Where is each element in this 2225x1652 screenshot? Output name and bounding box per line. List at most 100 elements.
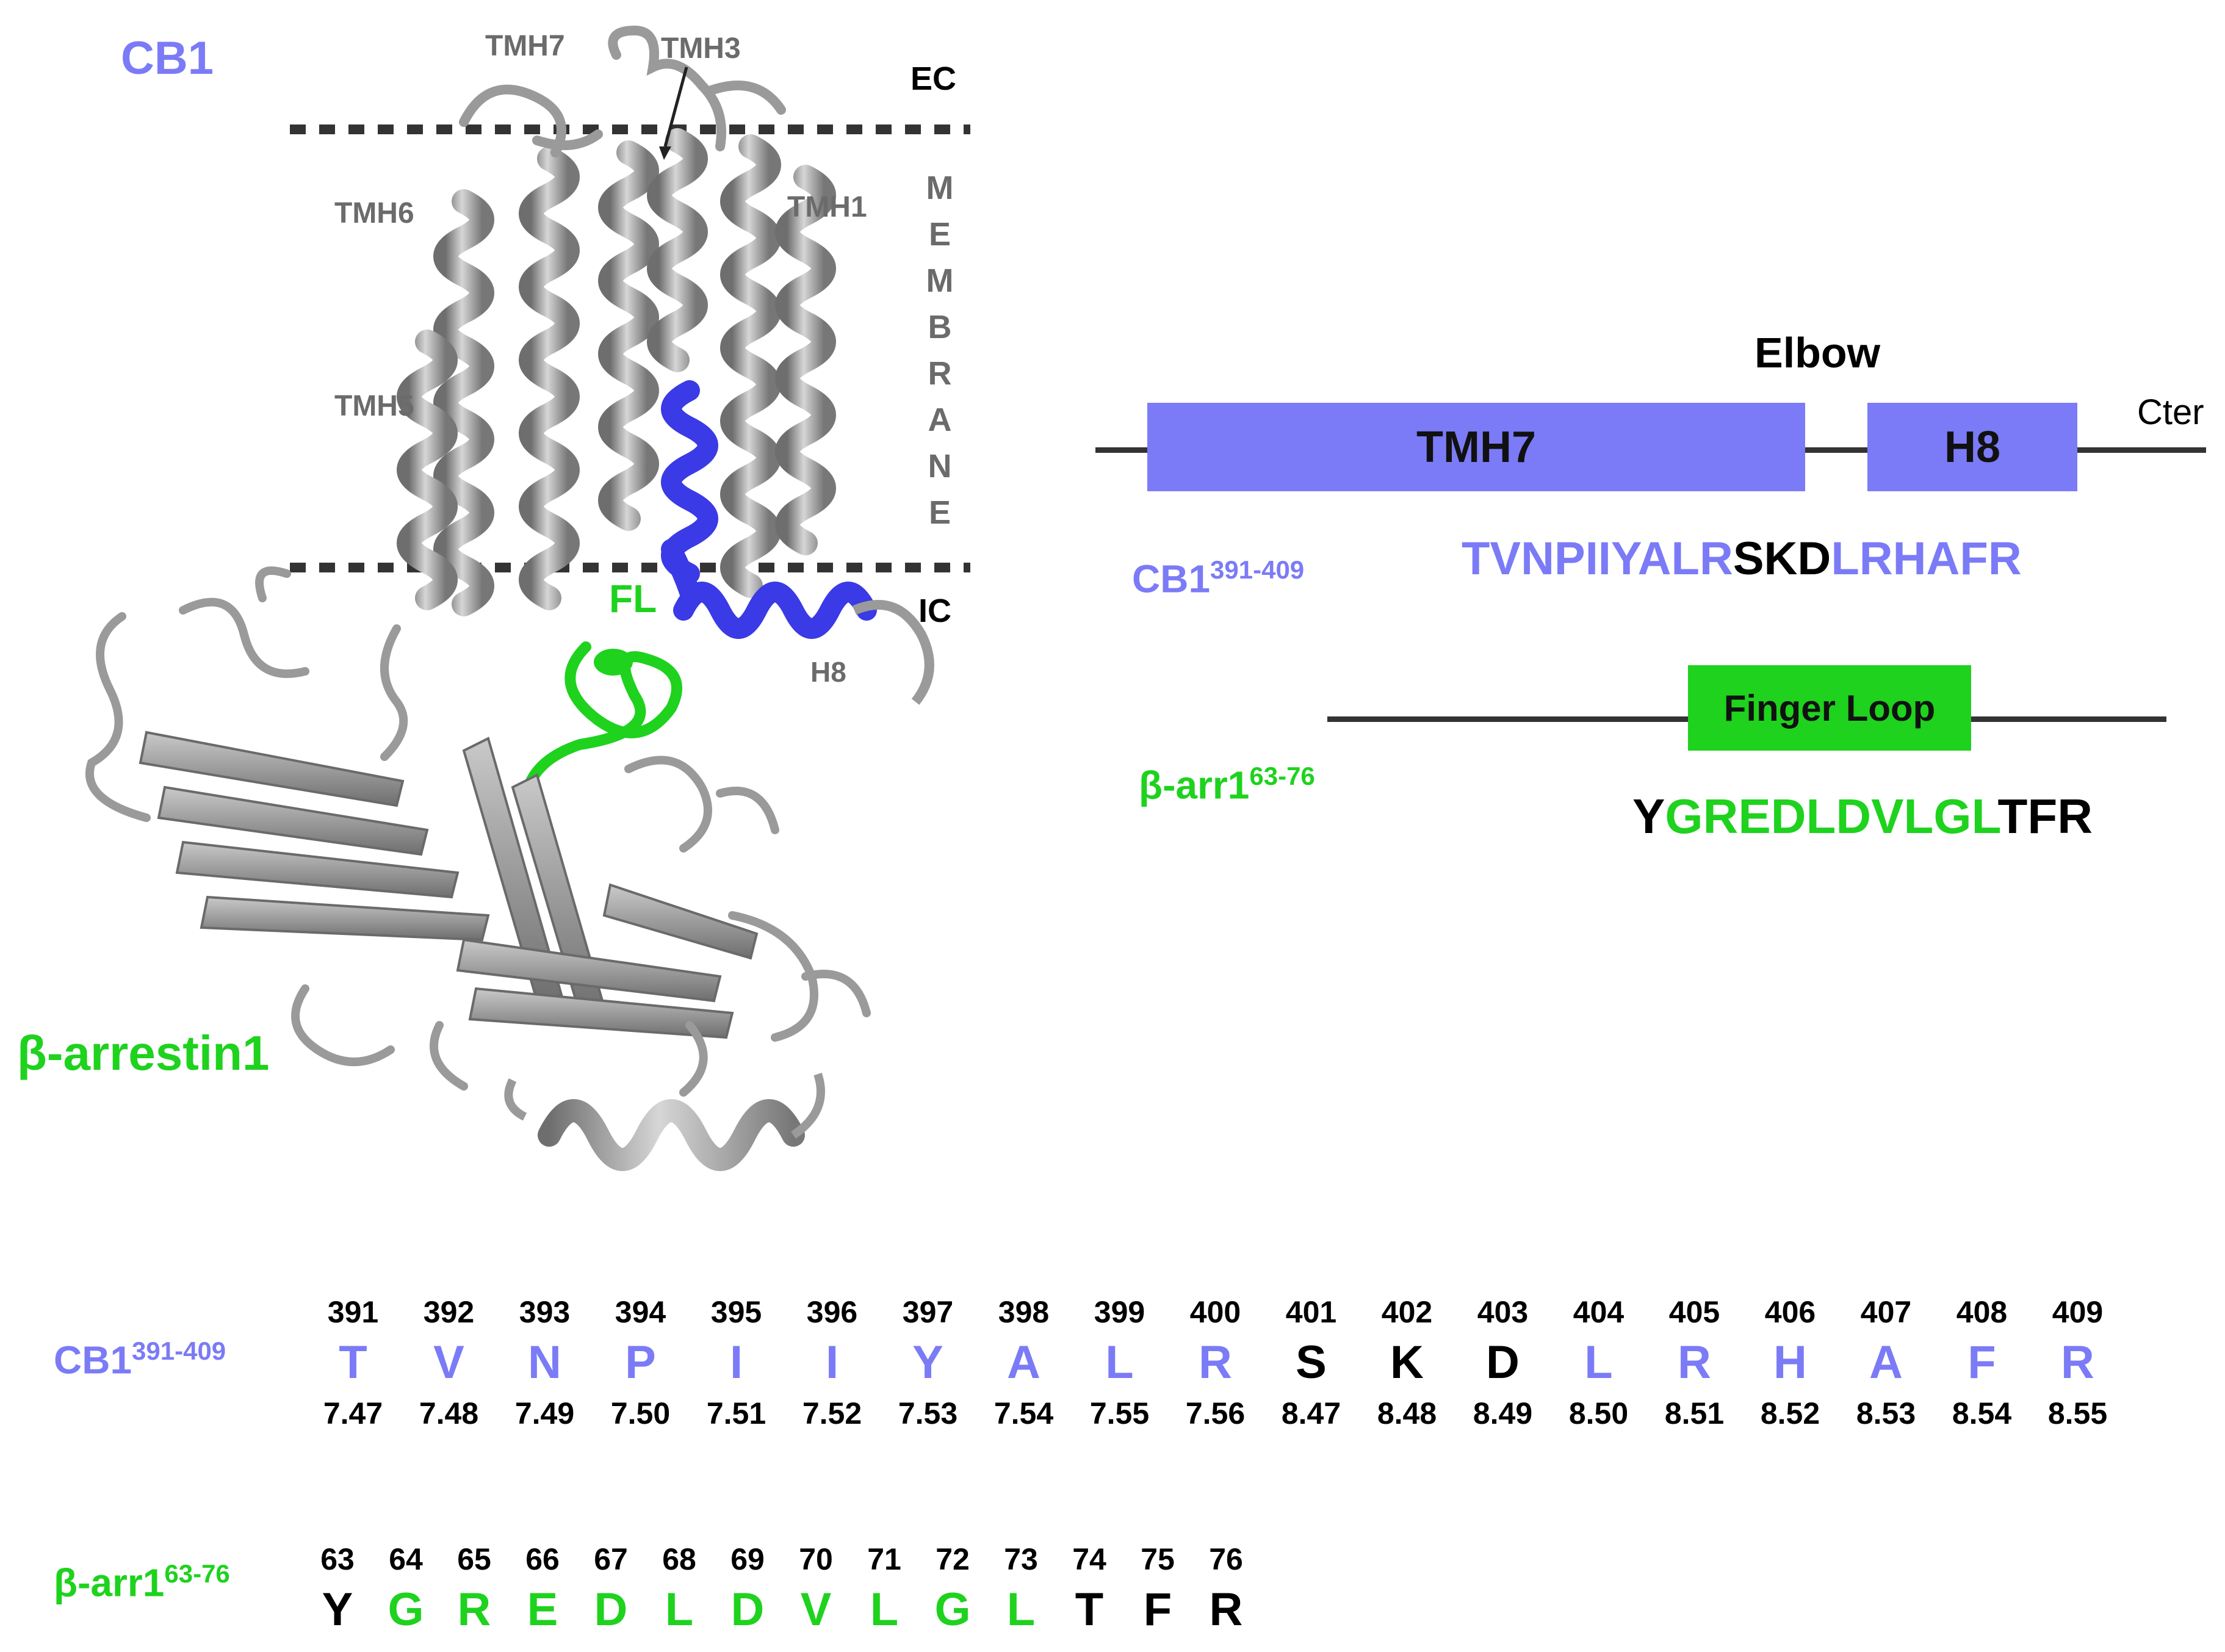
cb1-residue-number: 398 xyxy=(998,1295,1050,1329)
cb1-residue-403: 403 D 8.49 xyxy=(1455,1291,1551,1435)
cb1-residue-letter: F xyxy=(1967,1336,1996,1388)
arrestin-residue-table: 63 Y 64 G 65 R 66 E 67 D 68 L 69 D 70 V 71 L 72 G 73 L 74 T 75 F 7… xyxy=(303,1538,1260,1639)
cb1-residue-number: 409 xyxy=(2052,1295,2104,1329)
cb1-residue-395: 395 I 7.51 xyxy=(688,1291,784,1435)
cb1-residue-number: 393 xyxy=(519,1295,571,1329)
tmh6-label: TMH6 xyxy=(334,197,414,229)
arr-residue-75: 75 F xyxy=(1123,1538,1192,1639)
ec-label: EC xyxy=(911,60,957,97)
cb1-residue-number: 402 xyxy=(1381,1295,1433,1329)
cb1-structure-label: CB1 xyxy=(121,32,214,84)
arr-residue-letter: L xyxy=(870,1584,899,1636)
arr-residue-69: 69 D xyxy=(713,1538,782,1639)
finger-loop-domain-box: Finger Loop xyxy=(1688,665,1971,751)
cb1-ballesteros-number: 8.48 xyxy=(1377,1396,1437,1430)
arr-residue-71: 71 L xyxy=(850,1538,918,1639)
cb1-ballesteros-number: 7.50 xyxy=(610,1396,671,1430)
arr-residue-letter: Y xyxy=(322,1584,353,1636)
arr-residue-67: 67 D xyxy=(577,1538,645,1639)
cb1-residue-number: 391 xyxy=(327,1295,379,1329)
cb1-residue-letter: R xyxy=(2061,1336,2094,1388)
cb1-residue-letter: R xyxy=(1199,1336,1232,1388)
arr-residue-66: 66 E xyxy=(508,1538,577,1639)
finger-loop-highlight xyxy=(525,641,682,787)
arrestin-map-sequence: YGREDLDVLGLTFR xyxy=(1632,789,2093,843)
cb1-residue-letter: Y xyxy=(912,1336,943,1388)
arr-residue-letter: F xyxy=(1143,1584,1172,1636)
arr-residue-letter: L xyxy=(665,1584,694,1636)
arr-residue-74: 74 T xyxy=(1055,1538,1123,1639)
cb1-residue-number: 406 xyxy=(1764,1295,1816,1329)
h8-c-tail xyxy=(852,600,934,705)
tmh7-label: TMH7 xyxy=(485,30,565,62)
arr-residue-letter: T xyxy=(1075,1584,1104,1636)
extracellular-loops xyxy=(459,25,786,157)
arr-residue-64: 64 G xyxy=(372,1538,440,1639)
arr-residue-number: 71 xyxy=(867,1542,901,1576)
cb1-table-name: CB1391-409 xyxy=(54,1336,226,1382)
arr-residue-letter: V xyxy=(800,1584,832,1636)
arr-residue-76: 76 R xyxy=(1192,1538,1260,1639)
tmh7-domain-box: TMH7 xyxy=(1147,403,1805,491)
arrestin-map-name: β-arr163-76 xyxy=(1139,762,1315,807)
h8-domain-box: H8 xyxy=(1867,403,2077,491)
cb1-residue-401: 401 S 8.47 xyxy=(1263,1291,1359,1435)
cb1-ballesteros-number: 8.53 xyxy=(1856,1396,1916,1430)
cb1-ballesteros-number: 7.55 xyxy=(1089,1396,1150,1430)
arr-residue-number: 65 xyxy=(457,1542,491,1576)
cb1-residue-letter: R xyxy=(1678,1336,1711,1388)
elbow-label: Elbow xyxy=(1754,329,1881,377)
cb1-residue-399: 399 L 7.55 xyxy=(1072,1291,1167,1435)
cb1-residue-letter: H xyxy=(1773,1336,1807,1388)
arr-residue-73: 73 L xyxy=(987,1538,1055,1639)
arr-residue-number: 72 xyxy=(936,1542,970,1576)
cb1-residue-letter: V xyxy=(433,1336,464,1388)
tm-helix-bundle xyxy=(397,128,836,616)
cb1-residue-407: 407 A 8.53 xyxy=(1838,1291,1934,1435)
cb1-residue-letter: A xyxy=(1007,1336,1040,1388)
membrane-vertical-label: M E M B R A N E xyxy=(926,170,954,531)
arr-residue-number: 76 xyxy=(1209,1542,1243,1576)
cter-label: Cter xyxy=(2137,392,2204,432)
cb1-residue-letter: L xyxy=(1105,1336,1134,1388)
arr-residue-number: 75 xyxy=(1141,1542,1175,1576)
arr-residue-number: 70 xyxy=(799,1542,833,1576)
cb1-residue-404: 404 L 8.50 xyxy=(1551,1291,1646,1435)
cb1-residue-402: 402 K 8.48 xyxy=(1359,1291,1455,1435)
cb1-residue-409: 409 R 8.55 xyxy=(2030,1291,2126,1435)
arr-residue-letter: G xyxy=(934,1584,971,1636)
cb1-residue-number: 395 xyxy=(710,1295,762,1329)
cb1-ballesteros-number: 8.47 xyxy=(1281,1396,1341,1430)
cb1-residue-393: 393 N 7.49 xyxy=(497,1291,593,1435)
cb1-ballesteros-number: 7.52 xyxy=(802,1396,862,1430)
cb1-residue-number: 397 xyxy=(902,1295,954,1329)
cb1-residue-397: 397 Y 7.53 xyxy=(880,1291,976,1435)
cb1-residue-number: 392 xyxy=(423,1295,475,1329)
arr-residue-number: 64 xyxy=(389,1542,423,1576)
cb1-residue-number: 399 xyxy=(1094,1295,1145,1329)
arr-residue-65: 65 R xyxy=(440,1538,508,1639)
arr-residue-number: 74 xyxy=(1072,1542,1106,1576)
cb1-residue-letter: N xyxy=(528,1336,561,1388)
beta-arrestin-structure-label: β-arrestin1 xyxy=(17,1026,270,1080)
cb1-residue-number: 407 xyxy=(1860,1295,1912,1329)
cb1-residue-letter: S xyxy=(1296,1336,1327,1388)
arrestin-table-name: β-arr163-76 xyxy=(54,1559,230,1605)
cb1-residue-letter: I xyxy=(729,1336,743,1388)
cb1-residue-number: 394 xyxy=(615,1295,666,1329)
cb1-tmh7-h8-highlight xyxy=(661,380,877,639)
cb1-ballesteros-number: 7.48 xyxy=(419,1396,479,1430)
arr-residue-number: 66 xyxy=(525,1542,560,1576)
cb1-ballesteros-number: 7.56 xyxy=(1185,1396,1246,1430)
arr-residue-63: 63 Y xyxy=(303,1538,372,1639)
cb1-residue-letter: L xyxy=(1584,1336,1613,1388)
arr-residue-letter: R xyxy=(1209,1584,1243,1636)
arr-residue-number: 69 xyxy=(730,1542,765,1576)
arr-residue-number: 68 xyxy=(662,1542,696,1576)
arr-residue-68: 68 L xyxy=(645,1538,713,1639)
tmh5-label: TMH5 xyxy=(334,390,414,422)
finger-loop-structure-label: FL xyxy=(609,577,657,621)
cb1-residue-letter: T xyxy=(339,1336,367,1388)
cb1-ballesteros-number: 8.52 xyxy=(1760,1396,1820,1430)
arr-residue-letter: R xyxy=(457,1584,491,1636)
